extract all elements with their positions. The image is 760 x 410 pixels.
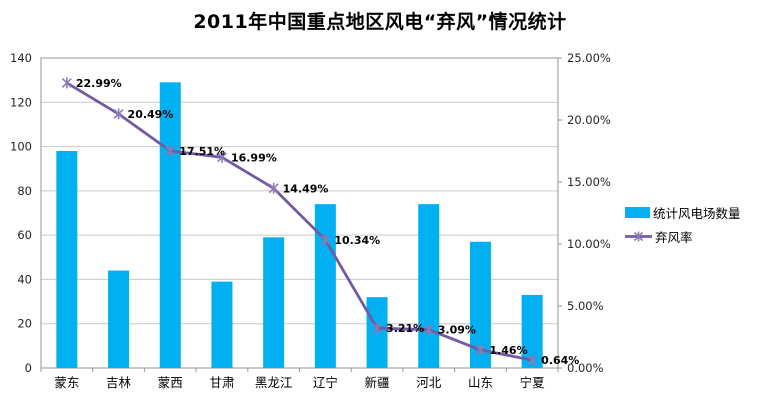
x-axis-category-label: 河北 (416, 375, 442, 390)
line-data-label: 16.99% (231, 151, 277, 164)
x-axis-category-label: 蒙东 (54, 375, 79, 390)
legend-label-bar-series: 统计风电场数量 (653, 206, 741, 221)
legend-label-line-series: 弃风率 (655, 230, 693, 245)
left-axis-tick-label: 40 (17, 272, 32, 286)
line-marker-asterisk (423, 324, 434, 336)
x-axis-category-label: 辽宁 (313, 375, 338, 390)
x-axis-category-label: 山东 (468, 375, 493, 390)
line-data-label: 22.99% (76, 77, 122, 90)
right-axis-tick-label: 5.00% (567, 299, 604, 313)
bar (159, 82, 181, 368)
line-series (66, 81, 533, 362)
line-marker-asterisk (113, 108, 124, 120)
left-axis-tick-label: 100 (10, 140, 32, 154)
x-axis-category-label: 蒙西 (158, 375, 183, 390)
bar (469, 241, 491, 368)
x-axis-category-label: 甘肃 (209, 375, 234, 390)
line-series-swatch (625, 231, 652, 242)
legend-item-line-series: 弃风率 (625, 227, 741, 246)
line-marker-asterisk (165, 145, 176, 157)
right-axis-tick-label: 0.00% (567, 361, 604, 375)
line-data-label: 3.09% (438, 324, 476, 337)
left-axis-tick-label: 120 (10, 95, 32, 109)
left-axis-tick-label: 20 (17, 317, 32, 331)
bar (211, 281, 233, 368)
left-axis-tick-label: 60 (17, 228, 32, 242)
line-marker-asterisk (527, 354, 538, 366)
bar (56, 151, 78, 368)
bar (521, 294, 543, 368)
line-marker-asterisk (216, 151, 227, 163)
line-data-label: 3.21% (386, 322, 424, 335)
legend-item-bar-series: 统计风电场数量 (625, 203, 741, 222)
line-marker-asterisk (372, 322, 383, 334)
x-axis-category-label: 吉林 (106, 375, 132, 390)
left-axis-tick-label: 80 (17, 184, 32, 198)
bar-series-swatch (625, 207, 650, 218)
legend: 统计风电场数量 弃风率 (625, 203, 741, 246)
right-axis-tick-label: 10.00% (567, 237, 611, 251)
chart-title: 2011年中国重点地区风电“弃风”情况统计 (193, 11, 567, 33)
x-axis-category-label: 宁夏 (520, 375, 546, 390)
line-data-label: 0.64% (541, 354, 579, 367)
line-marker-asterisk (475, 344, 486, 356)
left-axis-tick-label: 140 (10, 51, 32, 65)
line-marker-asterisk (633, 231, 644, 242)
bar (263, 237, 285, 368)
right-axis-tick-label: 20.00% (567, 113, 611, 127)
bar (314, 204, 336, 368)
line-marker-asterisk (268, 182, 279, 194)
right-axis-tick-label: 25.00% (567, 51, 611, 65)
x-axis-category-label: 黑龙江 (255, 375, 293, 390)
bar (418, 204, 440, 368)
line-data-label: 1.46% (489, 344, 527, 357)
left-axis-tick-label: 0 (25, 361, 32, 375)
x-axis-category-label: 新疆 (365, 375, 390, 390)
line-data-label: 10.34% (334, 234, 380, 247)
line-data-label: 17.51% (179, 145, 225, 158)
bar (108, 270, 130, 368)
line-marker-asterisk (320, 234, 331, 246)
line-marker-asterisk (61, 77, 72, 89)
line-data-label: 20.49% (128, 108, 174, 121)
line-data-label: 14.49% (283, 182, 329, 195)
right-axis-tick-label: 15.00% (567, 175, 611, 189)
